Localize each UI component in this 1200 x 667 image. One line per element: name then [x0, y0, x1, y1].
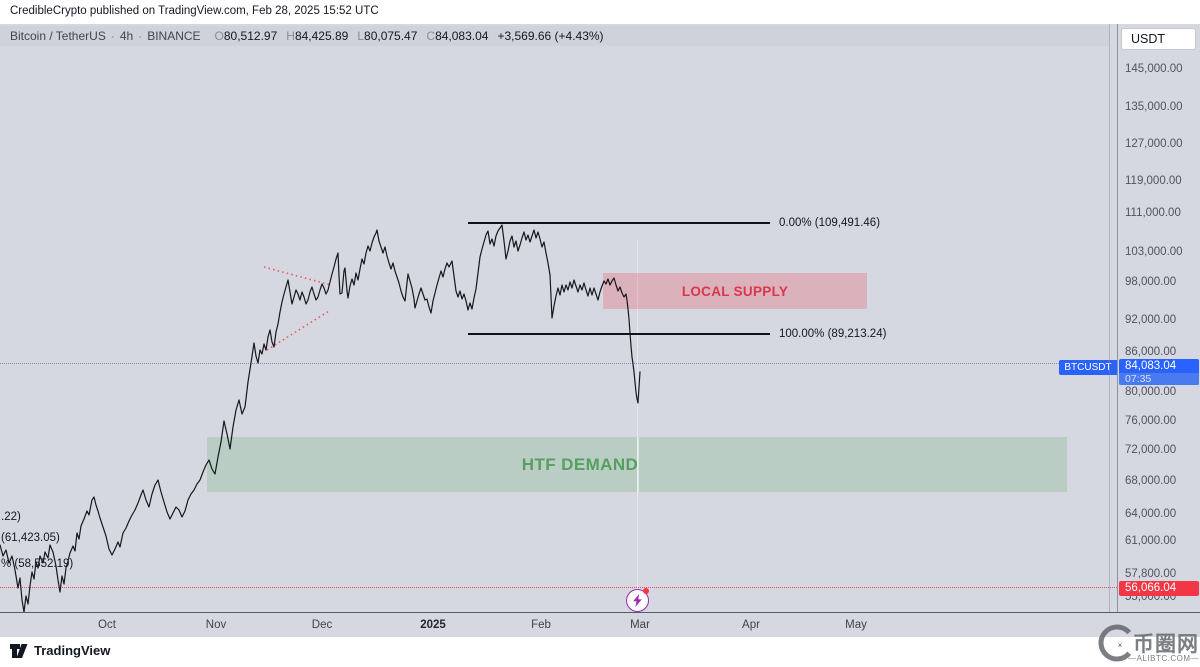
- time-tick-year: 2025: [420, 619, 446, 631]
- time-tick: Oct: [98, 619, 116, 631]
- low-key: L: [357, 29, 365, 43]
- bar-countdown: 07:35: [1119, 373, 1199, 385]
- htf-demand-label: HTF DEMAND: [521, 454, 639, 474]
- tradingview-logo-icon[interactable]: [10, 644, 30, 660]
- price-tick: 72,000.00: [1125, 444, 1177, 456]
- separator: ·: [138, 29, 143, 43]
- price-tick: 86,000.00: [1125, 346, 1177, 358]
- current-price-value: 84,083.04: [1125, 360, 1177, 372]
- symbol-header-bar: Bitcoin / TetherUS · 4h · BINANCE O 80,51…: [0, 26, 1110, 46]
- watermark-text: 币圈网: [1133, 633, 1199, 656]
- price-tick: 92,000.00: [1125, 314, 1177, 326]
- price-tick: 111,000.00: [1125, 207, 1181, 219]
- change-value: +3,569.66 (+4.43%): [497, 29, 604, 43]
- tradingview-brand-text[interactable]: TradingView: [34, 643, 111, 658]
- price-series-svg: [0, 224, 641, 612]
- price-tick: 103,000.00: [1125, 246, 1183, 258]
- notification-dot: [643, 588, 649, 594]
- time-tick: Mar: [630, 619, 650, 631]
- price-tick: 68,000.00: [1125, 475, 1177, 487]
- symbol-price-flag: BTCUSDT: [1059, 360, 1117, 375]
- fib-0-line[interactable]: [468, 222, 770, 224]
- price-line: [0, 224, 641, 612]
- site-watermark: 币圈网 —ALIBTC.COM—: [1096, 620, 1200, 667]
- lightning-bolt-glyph: [633, 594, 642, 607]
- price-tick: 127,000.00: [1125, 138, 1183, 150]
- price-axis[interactable]: USDT 145,000.00 135,000.00 127,000.00 11…: [1118, 24, 1200, 612]
- currency-toggle-button[interactable]: USDT: [1121, 28, 1196, 50]
- watermark-ring-icon: [1098, 624, 1136, 662]
- price-tick: 135,000.00: [1125, 101, 1183, 113]
- fib-left-partial-label-2: (61,423.05): [1, 532, 60, 544]
- low-value: 80,075.47: [364, 29, 418, 43]
- attribution-text: CredibleCrypto published on TradingView.…: [10, 5, 379, 17]
- exchange: BINANCE: [147, 29, 201, 43]
- idea-lightning-icon[interactable]: [626, 588, 649, 612]
- time-tick: Apr: [742, 619, 760, 631]
- local-supply-zone[interactable]: LOCAL SUPPLY: [603, 273, 867, 309]
- price-tick: 57,800.00: [1125, 568, 1177, 580]
- separator: ·: [110, 29, 115, 43]
- fib-100-label: 100.00% (89,213.24): [779, 328, 887, 340]
- time-tick: Feb: [531, 619, 551, 631]
- price-tick: 119,000.00: [1125, 175, 1182, 187]
- symbol-title: Bitcoin / TetherUS: [10, 29, 106, 43]
- time-axis[interactable]: Oct Nov Dec 2025 Feb Mar Apr May: [0, 612, 1200, 637]
- time-tick: Dec: [311, 619, 333, 631]
- price-tick: 64,000.00: [1125, 508, 1177, 520]
- timeframe: 4h: [119, 29, 134, 43]
- watermark-subtext: —ALIBTC.COM—: [1128, 654, 1199, 663]
- wedge-upper-dotted-line: [263, 266, 332, 286]
- fib-0-label: 0.00% (109,491.46): [779, 217, 881, 229]
- close-value: 84,083.04: [435, 29, 489, 43]
- close-key: C: [426, 29, 436, 43]
- alert-price-badge: 56,066.04: [1119, 581, 1199, 596]
- price-tick: 145,000.00: [1125, 63, 1183, 75]
- price-tick: 76,000.00: [1125, 415, 1177, 427]
- high-key: H: [286, 29, 295, 43]
- footer-bar: TradingView: [0, 637, 1200, 667]
- last-bar-gridline: [637, 240, 638, 612]
- current-price-badge: 84,083.04 07:35: [1119, 359, 1199, 385]
- fib-left-partial-label-1: .22): [1, 511, 21, 523]
- alert-level-dotted-line[interactable]: [0, 587, 1117, 588]
- attribution-bar: CredibleCrypto published on TradingView.…: [0, 0, 1200, 24]
- price-tick: 80,000.00: [1125, 386, 1177, 398]
- time-tick: Nov: [205, 619, 227, 631]
- axis-border-line: [1117, 24, 1118, 637]
- plot-right-edge-line: [1109, 24, 1110, 612]
- local-supply-label: LOCAL SUPPLY: [681, 283, 789, 299]
- current-price-dotted-line: [0, 363, 1059, 364]
- time-tick: May: [845, 619, 867, 631]
- open-key: O: [214, 29, 224, 43]
- price-tick: 61,000.00: [1125, 535, 1177, 547]
- high-value: 84,425.89: [294, 29, 349, 43]
- open-value: 80,512.97: [223, 29, 278, 43]
- htf-demand-zone[interactable]: HTF DEMAND: [207, 437, 1067, 492]
- zone-seam: [637, 437, 639, 492]
- price-tick: 98,000.00: [1125, 276, 1177, 288]
- chart-canvas[interactable]: HTF DEMAND LOCAL SUPPLY 0.00% (109,491.4…: [0, 24, 1117, 612]
- fib-100-line[interactable]: [468, 333, 770, 335]
